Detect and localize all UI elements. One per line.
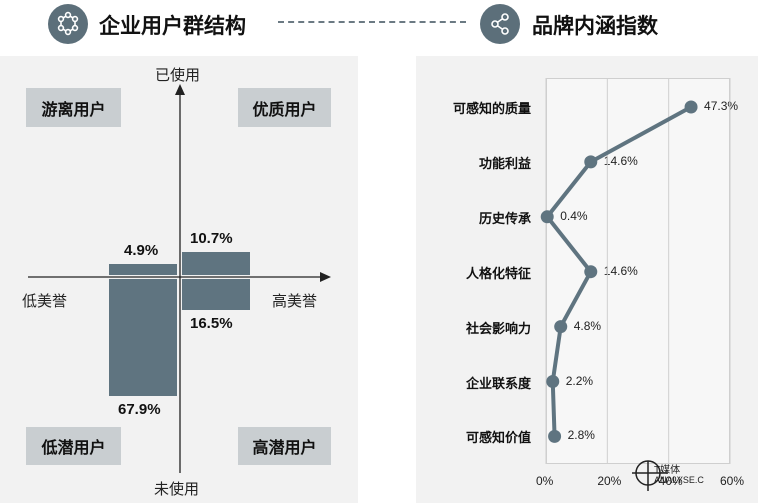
data-point: [584, 265, 598, 279]
axis-label-right: 高美誉: [272, 293, 318, 310]
structure-title: 企业用户群结构: [99, 15, 246, 38]
category-label: 人格化特征: [465, 265, 531, 281]
x-tick-label: 60%: [720, 474, 745, 488]
data-point: [548, 429, 562, 443]
category-label: 可感知的质量: [452, 101, 531, 116]
share-icon: [480, 4, 520, 44]
brand-index-title: 品牌内涵指数: [532, 15, 658, 38]
plot-area: [546, 78, 730, 464]
quadrant-label-top-right: 优质用户: [238, 88, 331, 127]
data-value-label: 0.4%: [560, 208, 588, 223]
axis-label-top: 已使用: [155, 67, 201, 84]
category-label: 可感知价值: [465, 430, 531, 446]
bar-top-left: [109, 264, 177, 275]
category-label: 社会影响力: [465, 320, 531, 336]
x-tick-label: 20%: [597, 474, 622, 488]
category-label: 企业联系度: [465, 375, 531, 391]
watermark-sub: ANALYSE.C: [654, 475, 704, 485]
quadrant-label-bottom-right: 高潜用户: [238, 427, 331, 465]
data-value-label: 2.8%: [567, 428, 595, 443]
data-point: [540, 210, 554, 224]
bar-label-bottom-right: 16.5%: [190, 315, 233, 332]
category-label: 历史传承: [478, 210, 531, 226]
title-divider: [278, 21, 466, 23]
category-label: 功能利益: [478, 155, 531, 171]
axis-label-left: 低美誉: [22, 293, 68, 310]
data-point: [546, 375, 560, 388]
bar-label-top-right: 10.7%: [190, 230, 233, 247]
data-value-label: 14.6%: [603, 153, 638, 168]
watermark-logo: [632, 460, 668, 491]
bar-label-bottom-left: 67.9%: [118, 401, 161, 418]
axis-label-bottom: 未使用: [154, 481, 200, 498]
molecule-icon: [48, 4, 88, 44]
data-value-label: 4.8%: [573, 318, 602, 333]
x-tick-label: 0%: [536, 474, 554, 488]
data-point: [684, 100, 698, 114]
watermark: T媒体 ANALYSE.C: [632, 455, 722, 495]
series-line: [545, 105, 693, 437]
data-point: [554, 320, 568, 334]
data-value-label: 14.6%: [603, 263, 638, 278]
bar-top-right: [182, 252, 250, 275]
data-value-label: 2.2%: [565, 373, 594, 388]
watermark-name: T媒体: [654, 465, 681, 476]
bar-bottom-right: [182, 279, 250, 310]
bar-bottom-left: [109, 279, 177, 396]
x-tick-label: 40%: [658, 474, 683, 488]
quadrant-label-top-left: 游离用户: [26, 88, 121, 127]
quadrant-label-bottom-left: 低潜用户: [26, 427, 121, 465]
bar-label-top-left: 4.9%: [124, 242, 159, 259]
data-point: [584, 155, 598, 169]
